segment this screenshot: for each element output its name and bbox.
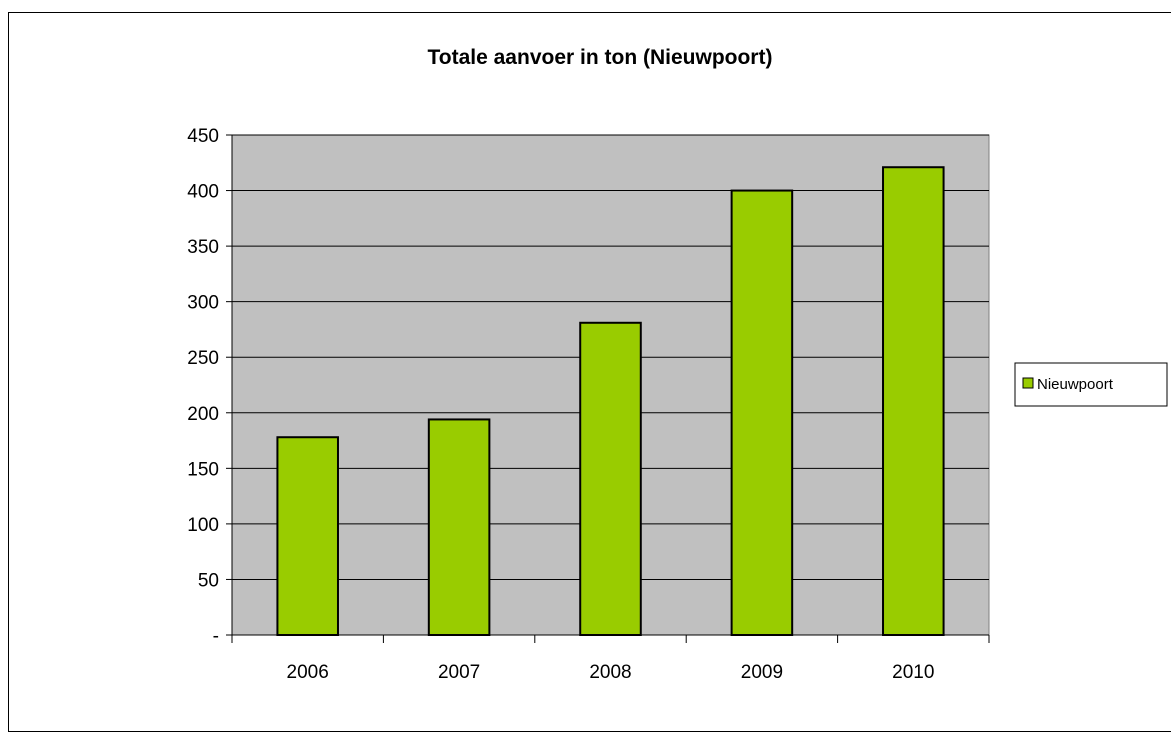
legend: Nieuwpoort — [1014, 362, 1168, 407]
bar-2010 — [882, 166, 945, 636]
y-tick-label: 450 — [187, 126, 219, 147]
y-tick-label: 350 — [187, 237, 219, 258]
bar-2009 — [730, 189, 794, 637]
legend-box — [1014, 362, 1168, 407]
x-tick-label: 2006 — [287, 662, 329, 683]
bar-2008 — [579, 321, 642, 636]
y-tick-label: 250 — [187, 348, 219, 369]
chart: Totale aanvoer in ton (Nieuwpoort) - 50 10… — [187, 46, 1168, 683]
y-tick-label: - — [213, 626, 219, 647]
legend-label-nieuwpoort: Nieuwpoort — [1037, 376, 1114, 393]
x-tick-label: 2008 — [589, 662, 631, 683]
bar-2006 — [276, 436, 339, 636]
chart-title: Totale aanvoer in ton (Nieuwpoort) — [428, 46, 773, 69]
legend-swatch — [1022, 377, 1034, 389]
y-tick-label: 50 — [198, 570, 219, 591]
y-tick-label: 150 — [187, 459, 219, 480]
x-tick-label: 2010 — [892, 662, 934, 683]
y-axis: - 50 100 150 200 250 300 350 400 450 — [187, 126, 233, 647]
x-tick-label: 2007 — [438, 662, 480, 683]
x-axis: 2006 2007 2008 2009 2010 — [231, 634, 990, 683]
y-tick-label: 100 — [187, 515, 219, 536]
bar-2007 — [427, 418, 491, 637]
x-tick-label: 2009 — [741, 662, 783, 683]
y-tick-label: 200 — [187, 404, 219, 425]
y-tick-label: 400 — [187, 182, 219, 203]
y-tick-label: 300 — [187, 293, 219, 314]
